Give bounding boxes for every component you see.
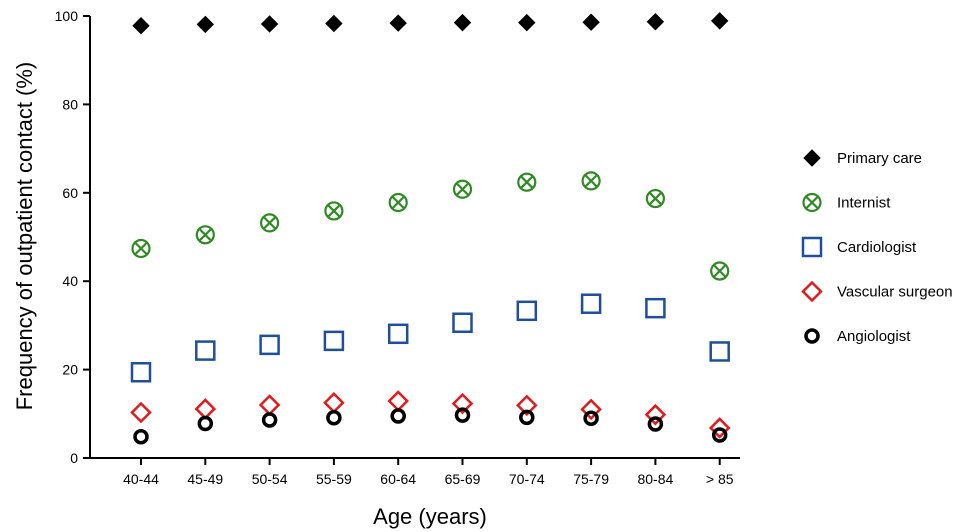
data-point [452,312,473,333]
data-point [390,408,406,424]
data-point [580,398,602,421]
x-tick-label: 70-74 [509,471,545,487]
legend-item: Internist [802,192,891,213]
data-point [261,412,278,428]
data-point [260,213,280,233]
data-point [708,417,731,439]
x-tick-label: 80-84 [637,471,673,487]
data-point [132,17,150,35]
y-axis: 0 20 40 60 80 100 [55,8,91,466]
data-point [710,261,730,281]
data-point [389,14,407,32]
data-point [258,394,281,416]
data-point [580,293,602,314]
data-point [195,225,215,245]
y-tick-label: 40 [62,273,78,289]
data-point [326,410,342,426]
legend-marker [801,280,823,303]
data-point [516,300,538,322]
data-point [197,415,214,432]
data-point [646,13,665,31]
data-point [582,13,600,31]
data-point [453,13,472,32]
data-point [323,330,345,352]
x-tick-label: 45-49 [187,471,223,487]
legend: Primary care Internist Cardiologist Vascula… [801,149,953,345]
x-axis-title: Age (years) [373,504,487,529]
data-point [260,15,279,33]
data-point [452,179,473,199]
data-point [581,171,601,191]
data-point [709,341,730,362]
data-point [454,407,471,423]
y-tick-label: 60 [62,185,78,201]
data-point [647,416,664,432]
data-points [130,12,731,445]
x-tick-label: 40-44 [123,471,159,487]
data-point [323,391,345,414]
data-point [325,14,343,33]
data-point [388,192,408,213]
y-tick-label: 20 [62,362,78,378]
x-tick-label: 60-64 [380,471,416,487]
y-axis-title: Frequency of outpatient contact (%) [12,62,37,411]
data-point [583,410,599,426]
legend-label: Internist [837,195,891,212]
legend-item: Angiologist [804,328,911,345]
legend-marker [803,149,821,167]
data-point [518,13,536,32]
y-tick-label: 0 [70,450,78,466]
x-tick-label: 65-69 [445,471,481,487]
data-point [645,188,666,209]
legend-item: Cardiologist [801,236,917,258]
x-tick-label: 50-54 [252,471,288,487]
data-point [130,362,152,383]
data-point [644,403,667,426]
legend-marker [801,236,823,258]
legend-marker [802,192,822,213]
data-point [387,390,409,412]
data-point [710,12,729,30]
x-tick-label: 55-59 [316,471,352,487]
data-point [196,15,215,34]
x-tick-label: 75-79 [573,471,609,487]
data-point [131,238,151,259]
y-tick-label: 80 [62,96,78,112]
data-point [517,172,537,192]
data-point [133,429,149,445]
data-point [195,340,216,361]
x-axis: 40-44 45-49 50-54 55-59 60-64 65-69 70-74 75-79… [89,457,740,487]
legend-marker [804,328,820,344]
legend-item: Primary care [803,149,922,167]
legend-item: Vascular surgeon [801,280,953,303]
data-point [130,401,152,424]
legend-label: Cardiologist [837,239,917,256]
legend-label: Primary care [837,150,922,167]
legend-label: Vascular surgeon [837,284,953,301]
y-tick-label: 100 [55,8,79,24]
data-point [711,427,728,443]
data-point [259,334,280,356]
data-point [387,323,409,345]
data-point [451,392,474,415]
data-point [519,409,535,426]
x-tick-label: > 85 [706,471,734,487]
data-point [645,297,666,319]
data-point [194,398,217,420]
data-point [324,201,344,221]
legend-label: Angiologist [837,328,911,345]
data-point [516,394,538,417]
